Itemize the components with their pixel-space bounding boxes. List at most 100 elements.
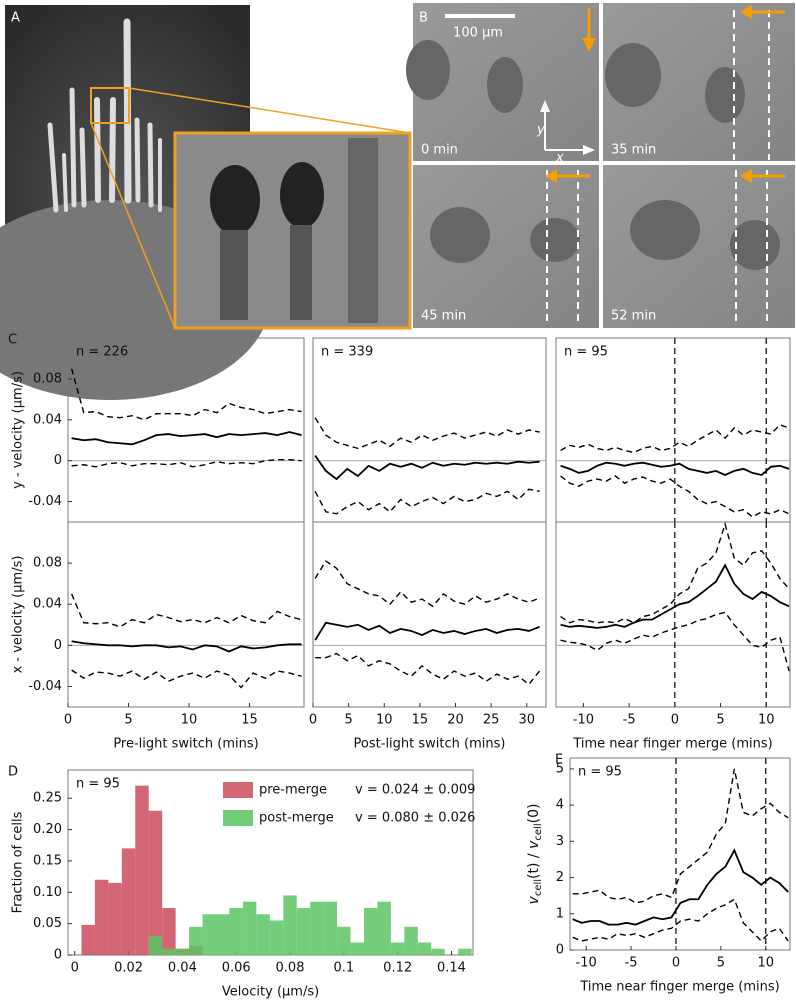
x-tick-label: -10	[576, 956, 597, 971]
y-axis-label-part: v	[526, 895, 542, 904]
histogram-bar	[108, 882, 122, 955]
histogram-bar	[350, 942, 365, 955]
x-tick-label: -5	[625, 956, 638, 971]
x-axis-label: Post-light switch (mins)	[354, 737, 506, 752]
merge-lines	[546, 10, 770, 325]
histogram-bar	[242, 901, 257, 955]
x-tick-label: 0	[671, 713, 679, 728]
series-line	[560, 475, 790, 518]
x-tick-label: 0.12	[383, 961, 412, 976]
y-tick-label: 0.25	[33, 791, 62, 806]
y-axis-label: vcell(t) / vcell(0)	[526, 804, 544, 905]
legend-swatch	[223, 782, 253, 798]
histogram-bar	[417, 942, 432, 955]
panel-label: D	[8, 765, 18, 780]
series-line	[71, 640, 302, 653]
series-line	[314, 621, 540, 641]
series-line	[560, 611, 790, 672]
x-tick-label: 5	[124, 713, 132, 728]
y-axis-label-part: (t) /	[526, 849, 542, 879]
histogram-bar	[216, 914, 230, 955]
histogram-bar	[162, 907, 176, 955]
series-line	[572, 768, 789, 904]
y-tick-label: 2	[556, 870, 564, 885]
cell-cluster	[280, 162, 324, 228]
y-tick-label: 0.08	[33, 371, 62, 386]
n-label: n = 339	[321, 345, 373, 360]
y-tick-label: 0	[54, 453, 62, 468]
x-tick-label: 0.04	[168, 961, 197, 976]
x-tick-label: -5	[623, 713, 636, 728]
x-tick-label: 10	[757, 956, 774, 971]
series-line	[70, 593, 302, 628]
series-line	[560, 424, 790, 454]
light-arrows	[545, 5, 785, 183]
cell-trail	[220, 230, 248, 320]
histogram-bar	[162, 948, 176, 955]
y-tick-label: 4	[556, 798, 564, 813]
y-tick-label: 0.04	[33, 412, 62, 427]
series-line	[71, 458, 302, 468]
x-tick-label: 0.06	[222, 961, 251, 976]
x-tick-label: 0.08	[276, 961, 305, 976]
y-tick-label: 0.08	[33, 556, 62, 571]
cell-cluster	[210, 165, 260, 235]
series-line	[314, 455, 540, 481]
x-tick-label: 0.02	[114, 961, 143, 976]
zoom-line	[90, 122, 176, 329]
x-tick-label: 0.14	[437, 961, 466, 976]
histogram-bar	[458, 948, 472, 955]
histogram-bar	[404, 926, 418, 955]
y-tick-label: -0.04	[28, 494, 62, 509]
y-tick-label: 3	[556, 834, 564, 849]
histogram-bar	[431, 948, 445, 955]
zoom-box	[90, 87, 130, 124]
x-tick-label: 10	[181, 713, 198, 728]
plot-frame	[555, 337, 791, 523]
y-axis-label: x - velocity (µm/s)	[11, 556, 26, 674]
x-tick-label: 25	[483, 713, 500, 728]
y-axis-label-part: cell	[533, 823, 544, 840]
plot-frame	[569, 757, 791, 951]
histogram-bar	[81, 924, 95, 955]
legend-label: pre-merge	[259, 783, 327, 798]
plot-frame	[312, 521, 547, 708]
x-tick-label: 10	[758, 713, 775, 728]
scale-label: 100 µm	[453, 26, 503, 41]
series-line	[572, 898, 789, 942]
y-tick-label: 0	[556, 943, 564, 958]
plot-frame	[312, 337, 547, 523]
y-axis-label: y - velocity (µm/s)	[11, 371, 26, 489]
panel-label: B	[419, 11, 428, 26]
plot-frame	[67, 521, 305, 708]
y-tick-label: 5	[556, 761, 564, 776]
y-tick-label: 0.05	[33, 916, 62, 931]
x-tick-label: 0.1	[333, 961, 354, 976]
histogram-bar	[390, 942, 405, 955]
series-line	[560, 521, 790, 624]
axes-arrows	[540, 100, 595, 155]
histogram-bar	[229, 907, 243, 955]
histogram-bar	[323, 901, 338, 955]
series-line	[315, 652, 541, 686]
panel-label: A	[11, 11, 20, 26]
histogram-bar	[189, 926, 203, 955]
x-axis-label: Time near finger merge (mins)	[579, 980, 779, 995]
histogram-bar	[121, 848, 136, 955]
axis-letter: x	[555, 151, 564, 166]
x-tick-label: -10	[573, 713, 594, 728]
cell-trail	[348, 138, 378, 323]
series-line	[71, 431, 302, 446]
legend-stat: v = 0.080 ± 0.026	[355, 811, 475, 826]
histogram-bar	[175, 948, 190, 955]
axis-letter: y	[536, 123, 545, 138]
x-tick-label: 15	[412, 713, 429, 728]
cell-trail	[290, 225, 312, 320]
legend-stat: v = 0.024 ± 0.009	[355, 783, 475, 798]
fingers	[47, 18, 162, 213]
y-tick-label: 0.10	[33, 885, 62, 900]
histogram-bar	[377, 901, 391, 955]
series-line	[314, 488, 540, 515]
n-label: n = 95	[578, 765, 622, 780]
